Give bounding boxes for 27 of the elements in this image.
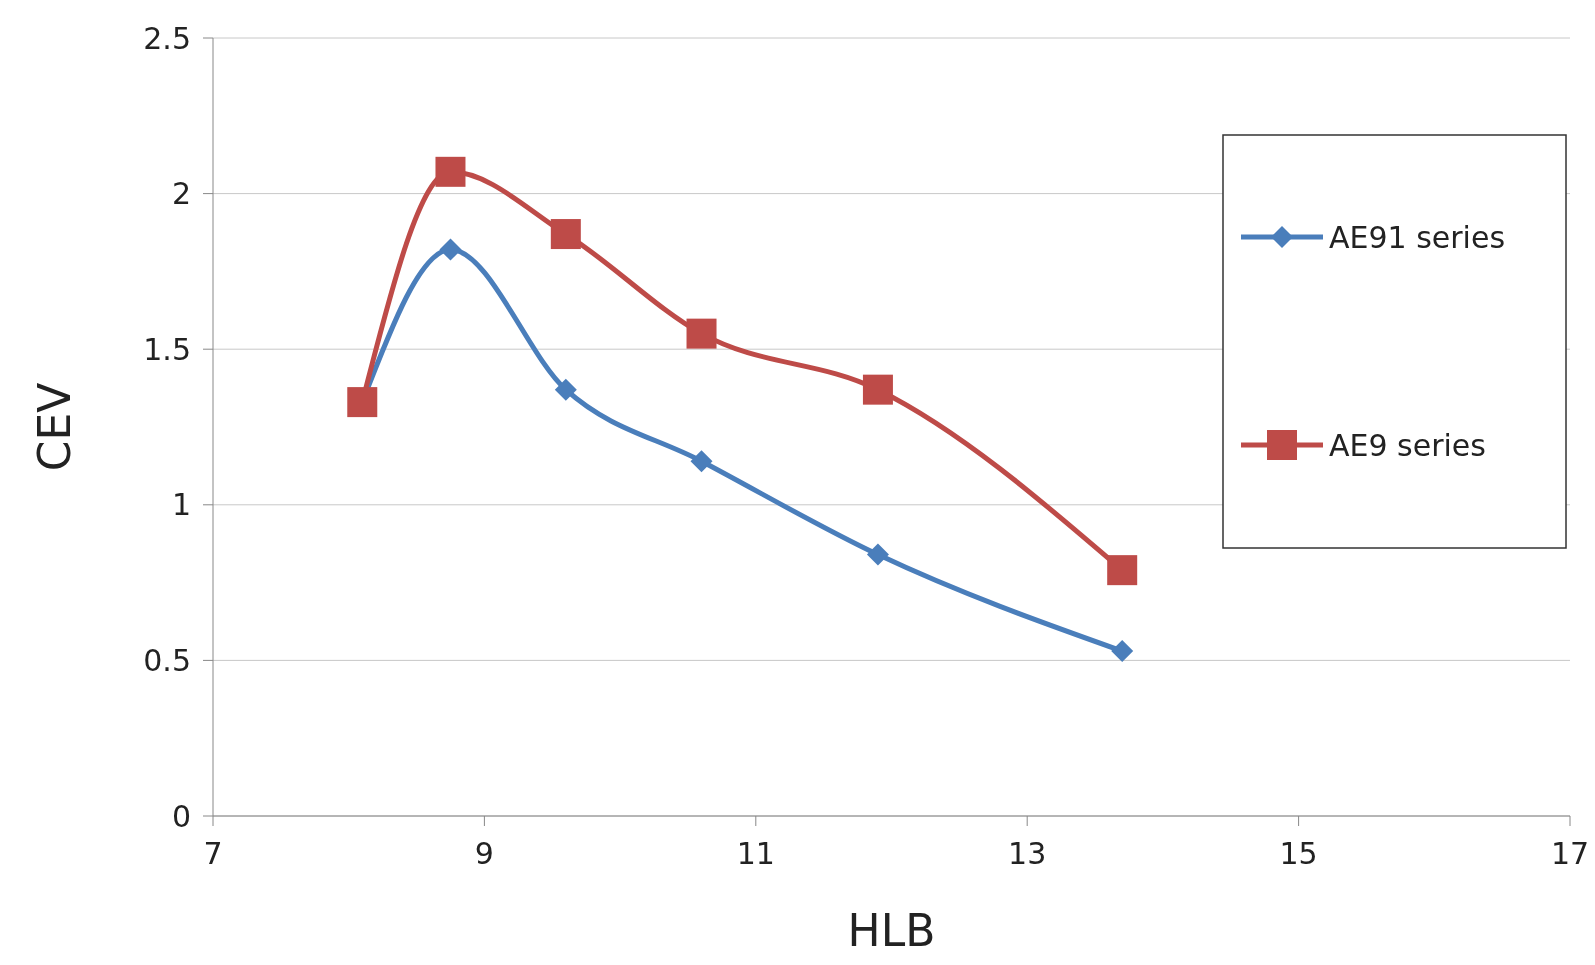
point xyxy=(866,543,889,566)
point xyxy=(554,378,577,401)
y-tick-label: 0 xyxy=(171,798,191,834)
y-tick-label: 2.5 xyxy=(143,20,191,56)
point xyxy=(862,374,893,405)
x-tick-label: 15 xyxy=(1279,836,1318,871)
point xyxy=(690,450,713,473)
y-tick-label: 2 xyxy=(171,176,191,212)
y-axis-title: CEV xyxy=(29,382,80,472)
point xyxy=(550,219,581,250)
point xyxy=(686,318,717,349)
point xyxy=(347,387,378,418)
point xyxy=(439,238,462,261)
legend-label: AE91 series xyxy=(1329,219,1506,255)
x-tick-label: 7 xyxy=(203,836,223,871)
legend-label: AE9 series xyxy=(1329,427,1486,463)
x-tick-label: 13 xyxy=(1008,836,1047,871)
point xyxy=(1111,640,1134,663)
x-tick-label: 9 xyxy=(474,836,494,871)
x-tick-label: 11 xyxy=(736,836,775,871)
x-axis-title: HLB xyxy=(847,905,936,956)
x-tick-label: 17 xyxy=(1550,836,1590,871)
y-tick-label: 0.5 xyxy=(143,642,191,678)
y-tick-label: 1 xyxy=(171,487,191,523)
point xyxy=(1107,555,1138,586)
point xyxy=(435,156,466,187)
y-tick-label: 1.5 xyxy=(143,331,191,367)
